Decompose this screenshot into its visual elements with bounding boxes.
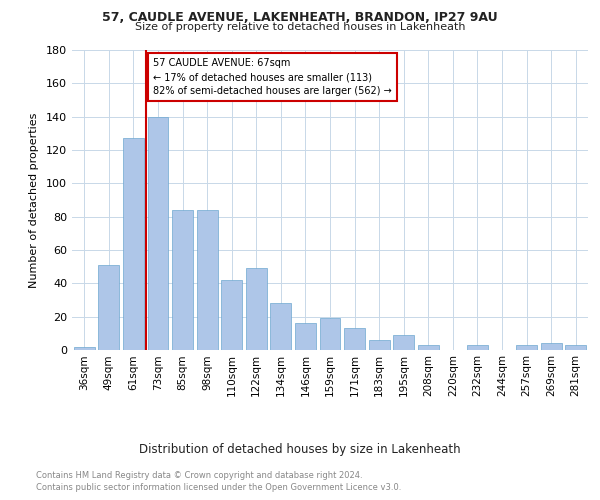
Text: Size of property relative to detached houses in Lakenheath: Size of property relative to detached ho…: [135, 22, 465, 32]
Bar: [172, 210, 193, 350]
Bar: [98, 265, 119, 350]
Bar: [344, 328, 365, 350]
Bar: [246, 268, 267, 350]
Text: 57, CAUDLE AVENUE, LAKENHEATH, BRANDON, IP27 9AU: 57, CAUDLE AVENUE, LAKENHEATH, BRANDON, …: [102, 11, 498, 24]
Bar: [123, 138, 144, 350]
Y-axis label: Number of detached properties: Number of detached properties: [29, 112, 39, 288]
Bar: [197, 210, 218, 350]
Bar: [418, 345, 439, 350]
Bar: [516, 345, 537, 350]
Bar: [541, 344, 562, 350]
Bar: [271, 304, 292, 350]
Text: Contains public sector information licensed under the Open Government Licence v3: Contains public sector information licen…: [36, 482, 401, 492]
Text: Distribution of detached houses by size in Lakenheath: Distribution of detached houses by size …: [139, 442, 461, 456]
Bar: [393, 335, 414, 350]
Bar: [74, 346, 95, 350]
Bar: [320, 318, 340, 350]
Bar: [368, 340, 389, 350]
Bar: [148, 116, 169, 350]
Bar: [467, 345, 488, 350]
Bar: [565, 345, 586, 350]
Bar: [295, 324, 316, 350]
Text: Contains HM Land Registry data © Crown copyright and database right 2024.: Contains HM Land Registry data © Crown c…: [36, 471, 362, 480]
Text: 57 CAUDLE AVENUE: 67sqm
← 17% of detached houses are smaller (113)
82% of semi-d: 57 CAUDLE AVENUE: 67sqm ← 17% of detache…: [153, 58, 392, 96]
Bar: [221, 280, 242, 350]
